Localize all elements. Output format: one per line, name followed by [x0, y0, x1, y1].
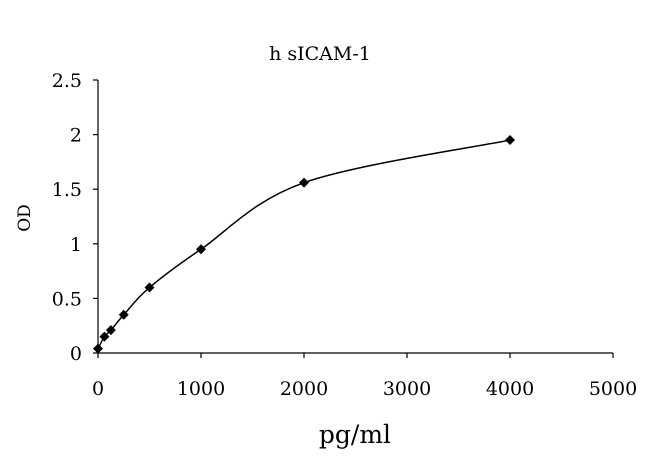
y-tick-label: 1.5: [52, 179, 82, 201]
data-point-marker: [105, 325, 116, 336]
x-tick-label: 0: [92, 378, 104, 400]
y-tick-label: 1: [70, 234, 82, 256]
y-tick-label: 2.5: [52, 70, 82, 92]
data-point-marker: [505, 135, 515, 146]
x-tick-label: 3000: [383, 378, 431, 400]
y-tick-label: 2: [70, 125, 82, 147]
x-ticks: 0 1000 2000 3000 4000 5000: [92, 353, 637, 400]
series-curve: [97, 139, 511, 349]
data-point-marker: [93, 343, 103, 354]
y-tick-label: 0.5: [52, 288, 82, 310]
chart-title: h sICAM-1: [269, 43, 371, 65]
x-tick-label: 2000: [280, 378, 328, 400]
data-point-marker: [99, 331, 110, 342]
x-tick-label: 1000: [177, 378, 225, 400]
x-tick-label: 5000: [589, 378, 637, 400]
y-tick-label: 0: [70, 343, 82, 365]
data-point-marker: [299, 177, 309, 188]
y-ticks: 0 0.5 1 1.5 2 2.5: [52, 70, 98, 365]
data-point-marker: [196, 244, 206, 255]
x-tick-label: 4000: [486, 378, 534, 400]
x-axis-label: pg/ml: [319, 420, 391, 449]
data-point-marker: [144, 282, 155, 293]
y-axis-label: OD: [15, 204, 35, 232]
data-markers: [93, 135, 515, 354]
data-point-marker: [118, 309, 129, 320]
